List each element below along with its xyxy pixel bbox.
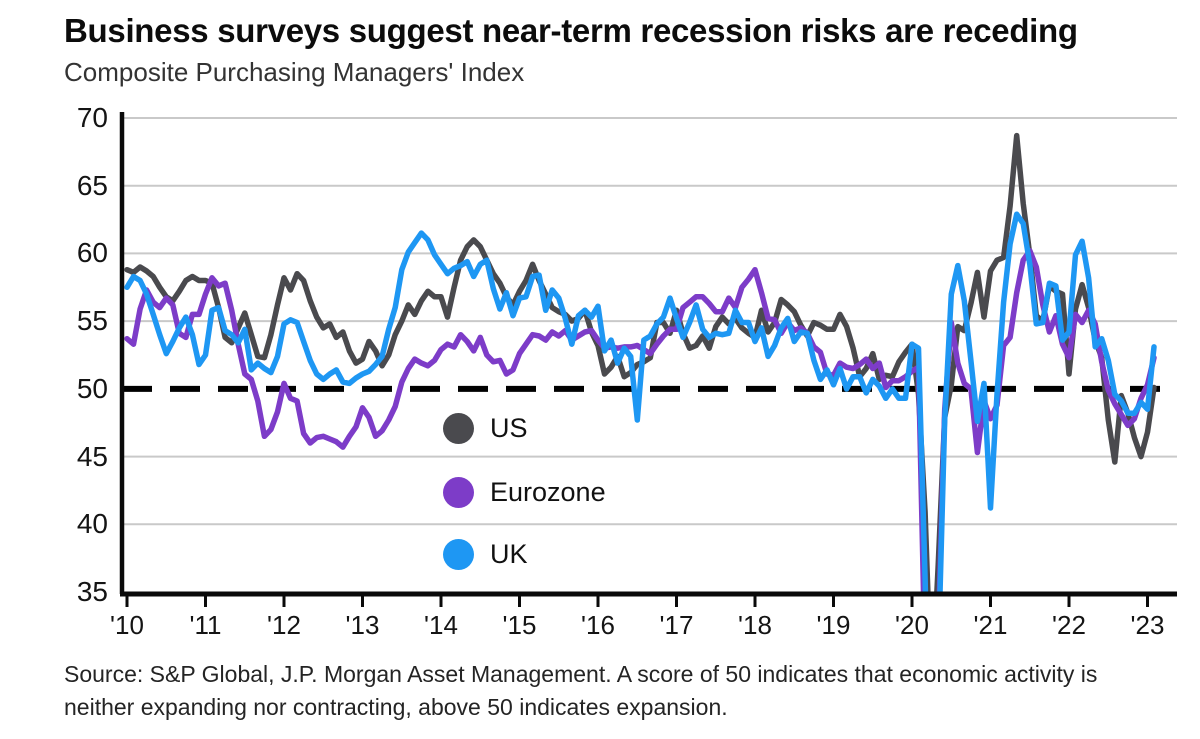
legend-label-eurozone: Eurozone [490, 476, 606, 507]
legend-item-uk: UK [443, 536, 528, 572]
legend-swatch-us [443, 412, 474, 444]
chart-subtitle: Composite Purchasing Managers' Index [64, 57, 525, 87]
x-axis-label-13: '13 [345, 610, 380, 640]
source-note: Source: S&P Global, J.P. Morgan Asset Ma… [64, 661, 1098, 720]
x-axis-label-18: '18 [738, 610, 772, 640]
y-axis-label-70: 70 [76, 102, 108, 133]
legend-label-us: US [490, 412, 528, 443]
x-axis-label-11: '11 [189, 610, 222, 640]
legend-swatch-eurozone [443, 476, 474, 508]
x-axis-label-21: '21 [973, 610, 1008, 640]
page-title: Business surveys suggest near-term reces… [64, 12, 1078, 49]
x-axis-label-10: '10 [110, 610, 144, 640]
y-axis-label-45: 45 [76, 440, 108, 472]
y-axis-label-60: 60 [76, 237, 108, 269]
y-axis-label-40: 40 [76, 508, 108, 540]
x-axis-label-14: '14 [424, 610, 458, 640]
x-axis-label-23: '23 [1130, 610, 1165, 640]
x-axis-label-15: '15 [502, 610, 537, 640]
x-axis-label-20: '20 [895, 610, 929, 640]
legend-item-us: US [443, 410, 528, 446]
x-axis-label-19: '19 [816, 610, 851, 640]
uk-line [124, 211, 1157, 594]
y-axis-label-35: 35 [76, 576, 108, 607]
x-axis-label-16: '16 [581, 610, 615, 640]
legend-item-eurozone: Eurozone [443, 474, 606, 510]
y-axis-label-50: 50 [76, 372, 108, 404]
x-axis-label-17: '17 [659, 610, 694, 640]
legend-label-uk: UK [490, 538, 528, 569]
x-axis-label-12: '12 [267, 610, 301, 640]
y-axis-label-55: 55 [76, 305, 108, 337]
legend-swatch-uk [443, 538, 474, 570]
y-axis-label-65: 65 [76, 169, 108, 201]
x-axis-label-22: '22 [1052, 610, 1086, 640]
